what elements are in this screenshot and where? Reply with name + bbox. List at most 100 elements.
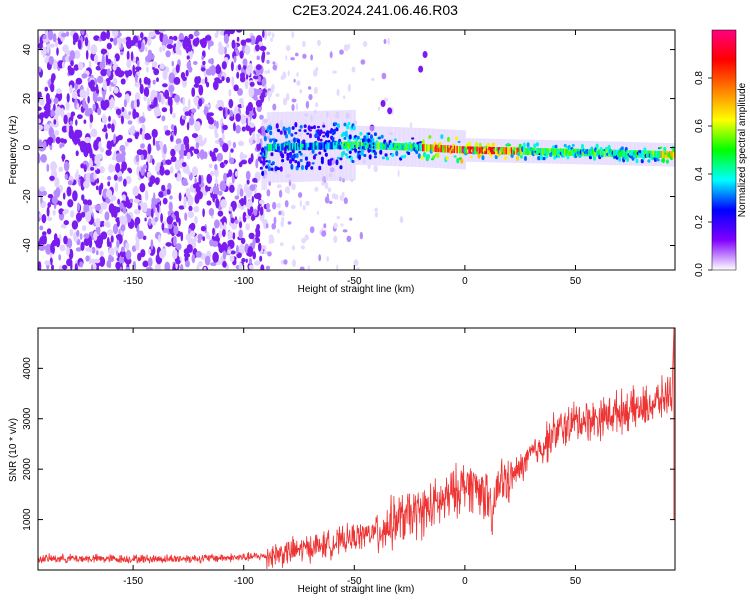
spectrogram-noise-blob [292,259,296,268]
spectrogram-signal-core [376,142,379,150]
spectrogram-noise-blob [44,86,49,92]
spectrogram-noise-blob [374,212,379,218]
spectrogram-signal-blob [316,125,321,129]
spectrogram-noise-blob [70,59,74,67]
spectrogram-signal-core [662,150,664,159]
spectrogram-signal-core [561,148,564,156]
spectrogram-noise-blob [110,165,117,172]
spectrogram-signal-blob [263,136,267,142]
spectrogram-signal-blob [290,163,294,170]
spectrogram-noise-blob [305,200,310,206]
spectrogram-signal-core [360,141,363,149]
spectrogram-noise-blob [49,175,55,181]
spectrogram-noise-blob [76,229,80,237]
spectrogram-panel: -150 -100 -50 0 50 40 20 0 -20 -40 Height of str… [8,29,676,295]
spectrogram-noise-blob [272,64,277,71]
spectrogram-noise-blob [189,230,196,237]
spectrogram-noise-blob [346,235,352,242]
spectrogram-noise-blob [186,244,193,253]
spectrogram-noise-blob [117,198,120,205]
spectrogram-noise-blob [161,115,166,122]
spectrogram-signal-core [529,147,532,156]
spectrogram-signal-core [287,143,290,151]
spectrogram-signal-core [502,147,505,155]
spectrogram-noise-blob [302,53,307,59]
spectrogram-signal-core [654,150,656,158]
spectrogram-noise-blob [283,97,287,106]
spectrogram-noise-blob [249,137,253,146]
spectrogram-signal-core [557,148,560,156]
spectrogram-noise-blob [167,96,171,106]
spectrogram-noise-blob [84,136,91,144]
spectrogram-noise-blob [272,103,277,111]
spectrogram-noise-blob [299,89,303,94]
spectrogram-frame [37,29,676,271]
spectrogram-noise-blob [140,154,144,161]
spectrogram-signal-blob [533,143,537,148]
spectrogram-noise-blob [184,111,190,116]
spectrogram-signal-core [647,150,650,158]
spectrogram-noise-blob [143,95,147,102]
spectrogram-signal-core [650,150,652,158]
spectrogram-noise-blob [265,223,269,229]
spectrogram-signal-blob [380,134,384,139]
spectrogram-noise-blob [102,91,106,101]
spectrogram-noise-blob [194,216,198,225]
spectrogram-signal-blob [314,153,318,156]
spectrogram-signal-blob [279,130,283,135]
spectrogram-noise-blob [152,136,156,147]
spectrogram-noise-blob [248,257,252,265]
spectrogram-noise-blob [75,212,83,222]
spectrogram-signal-blob [262,160,266,166]
spectrogram-noise-blob [90,128,98,138]
spectrogram-noise-blob [174,159,181,171]
spectrogram-noise-blob [95,84,99,93]
spectrogram-noise-blob [38,124,43,131]
y-tick-label: -20 [22,189,33,204]
spectrogram-signal-blob [542,156,546,161]
spectrogram-signal-core [591,149,594,157]
spectrogram-noise-blob [188,33,194,40]
spectrogram-signal-blob [428,135,432,139]
spectrogram-signal-blob [457,140,461,143]
spectrogram-noise-blob [216,30,219,36]
spectrogram-signal-blob [348,134,352,140]
spectrogram-noise-blob [160,95,165,105]
spectrogram-signal-blob [312,155,317,160]
spectrogram-signal-core [269,143,272,152]
spectrogram-noise-blob [153,97,158,107]
spectrogram-signal-core [395,142,398,151]
spectrogram-signal-blob [324,152,328,157]
spectrogram-noise-blob [185,69,189,77]
spectrogram-noise-blob [172,249,178,260]
spectrogram-noise-blob [223,159,229,165]
spectrogram-noise-blob [136,149,144,156]
spectrogram-signal-blob [290,154,294,160]
spectrogram-signal-blob [299,152,303,156]
spectrogram-noise-blob [167,210,172,216]
spectrogram-signal-blob [299,125,303,129]
spectrogram-signal-core [518,147,521,155]
spectrogram-noise-blob [188,66,193,73]
spectrogram-signal-core [280,143,282,151]
spectrogram-noise-blob [92,91,98,103]
spectrogram-noise-blob [59,143,63,149]
spectrogram-noise-blob [256,55,260,61]
spectrogram-signal-blob [656,158,660,162]
spectrogram-noise-blob [123,215,128,226]
spectrogram-signal-blob [319,138,323,142]
spectrogram-noise-blob [272,61,276,65]
spectrogram-signal-core [313,142,315,150]
spectrogram-noise-blob [80,175,83,187]
spectrogram-signal-blob [381,156,386,160]
spectrogram-signal-blob [348,150,352,154]
spectrogram-signal-blob [310,126,314,130]
spectrogram-noise-blob [245,74,249,80]
spectrogram-noise-blob [299,200,302,208]
spectrogram-noise-blob [182,96,186,106]
spectrogram-signal-blob [335,127,339,131]
spectrogram-noise-blob [66,186,72,197]
spectrogram-noise-blob [43,123,50,132]
spectrogram-signal-core [651,150,654,158]
spectrogram-noise-blob [60,224,66,229]
